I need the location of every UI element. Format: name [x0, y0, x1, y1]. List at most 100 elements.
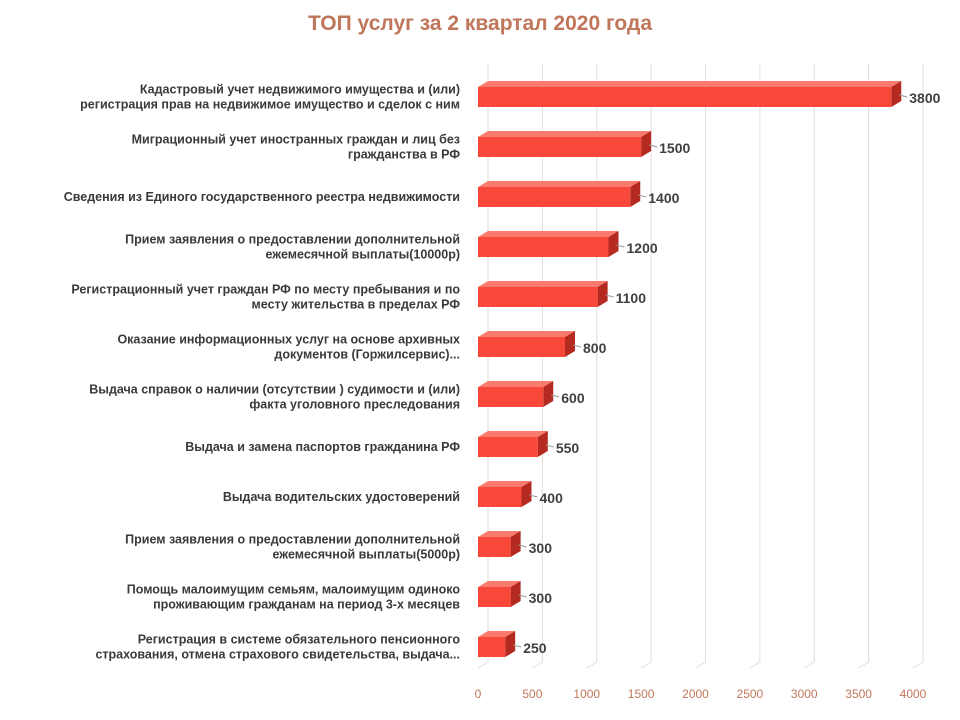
bar-side: [505, 631, 516, 657]
bar-side: [510, 581, 521, 607]
x-tick-label: 1500: [628, 687, 655, 701]
category-label-line: Оказание информационных услуг на основе …: [117, 333, 460, 347]
bar: [478, 137, 642, 157]
category-label-line: Кадастровый учет недвижимого имущества и…: [140, 83, 460, 97]
category-label: Прием заявления о предоставлении дополни…: [125, 533, 460, 562]
bar-top: [478, 481, 532, 487]
bar: [478, 487, 522, 507]
category-label-line: Сведения из Единого государственного рее…: [64, 190, 460, 204]
bar: [478, 387, 544, 407]
value-label: 300: [529, 590, 553, 606]
bar-side: [597, 281, 608, 307]
value-leader-line: [649, 144, 658, 148]
category-label-line: Выдача водительских удостоверений: [223, 490, 460, 504]
value-label: 250: [523, 640, 547, 656]
bar-side: [521, 481, 532, 507]
gridline-foot-1500: [640, 661, 652, 669]
value-label: 1100: [616, 290, 647, 306]
value-label: 1400: [648, 190, 679, 206]
category-label: Прием заявления о предоставлении дополни…: [125, 233, 460, 262]
gridline-foot-4000: [912, 661, 924, 669]
value-leader-line: [529, 494, 538, 498]
category-label-line: Прием заявления о предоставлении дополни…: [125, 533, 460, 547]
bar: [478, 337, 565, 357]
bar-top: [478, 131, 652, 137]
bar-top: [478, 231, 619, 237]
x-tick-label: 2000: [682, 687, 709, 701]
bar-side: [537, 431, 548, 457]
category-label: Помощь малоимущим семьям, малоимущим оди…: [127, 583, 461, 612]
bar-side: [641, 131, 652, 157]
bar-top: [478, 631, 516, 637]
category-label-line: Помощь малоимущим семьям, малоимущим оди…: [127, 583, 461, 597]
category-label: Выдача водительских удостоверений: [223, 490, 460, 504]
value-leader-line: [513, 644, 522, 648]
bar-top: [478, 331, 575, 337]
bar-top: [478, 431, 548, 437]
category-label: Регистрационный учет граждан РФ по месту…: [71, 283, 460, 312]
bar: [478, 587, 511, 607]
category-label: Регистрация в системе обязательного пенс…: [95, 633, 460, 662]
category-label-line: ежемесячной выплаты(5000р): [272, 548, 460, 562]
bar-side: [565, 331, 575, 357]
category-label-line: факта уголовного преследования: [249, 398, 460, 412]
x-tick-label: 0: [475, 687, 482, 701]
category-label: Сведения из Единого государственного рее…: [64, 190, 460, 204]
bar: [478, 287, 598, 307]
category-label-line: Миграционный учет иностранных граждан и …: [132, 133, 460, 147]
category-label: Кадастровый учет недвижимого имущества и…: [80, 83, 460, 112]
bar-top: [478, 81, 902, 87]
x-tick-label: 2500: [737, 687, 764, 701]
category-label: Оказание информационных услуг на основе …: [117, 333, 460, 362]
category-label: Миграционный учет иностранных граждан и …: [132, 133, 461, 162]
category-label-line: Выдача и замена паспортов гражданина РФ: [185, 440, 460, 454]
bar-top: [478, 181, 641, 187]
value-leader-line: [518, 544, 527, 548]
bar-side: [630, 181, 641, 207]
category-label-line: Прием заявления о предоставлении дополни…: [125, 233, 460, 247]
value-leader-line: [899, 94, 908, 98]
category-label-line: регистрация прав на недвижимое имущество…: [80, 98, 460, 112]
gridline-foot-0: [477, 661, 489, 669]
bar-side: [543, 381, 554, 407]
value-label: 800: [583, 340, 607, 356]
category-label-line: ежемесячной выплаты(10000р): [266, 248, 460, 262]
bar-side: [608, 231, 619, 257]
bar-side: [510, 531, 521, 557]
bar: [478, 87, 892, 107]
value-label: 550: [556, 440, 580, 456]
x-tick-label: 3000: [791, 687, 818, 701]
bar-top: [478, 581, 521, 587]
value-leader-line: [545, 444, 554, 448]
category-label-line: Регистрационный учет граждан РФ по месту…: [71, 283, 460, 297]
value-label: 1200: [627, 240, 658, 256]
bar: [478, 637, 506, 657]
value-label: 1500: [659, 140, 690, 156]
gridline-foot-1000: [586, 661, 598, 669]
value-leader-line: [572, 344, 582, 348]
category-label-line: документов (Горжилсервис)...: [274, 348, 460, 362]
category-label-line: страхования, отмена страхового свидетель…: [95, 648, 460, 662]
bar: [478, 537, 511, 557]
chart-title: ТОП услуг за 2 квартал 2020 года: [307, 12, 652, 35]
value-leader-line: [605, 294, 614, 298]
gridline-foot-3000: [803, 661, 815, 669]
value-label: 3800: [909, 90, 940, 106]
bar-top: [478, 381, 554, 387]
gridline-foot-2500: [749, 661, 761, 669]
category-label: Выдача справок о наличии (отсутствии ) с…: [89, 383, 460, 412]
value-label: 300: [529, 540, 553, 556]
gridline-foot-500: [532, 661, 543, 669]
value-leader-line: [551, 394, 560, 398]
value-leader-line: [638, 194, 647, 198]
x-tick-label: 500: [522, 687, 542, 701]
bar: [478, 237, 609, 257]
bar-top: [478, 281, 608, 287]
value-leader-line: [616, 244, 625, 248]
value-label: 600: [561, 390, 585, 406]
x-tick-label: 1000: [573, 687, 600, 701]
value-leader-line: [518, 594, 527, 598]
category-label-line: гражданства в РФ: [348, 148, 460, 162]
